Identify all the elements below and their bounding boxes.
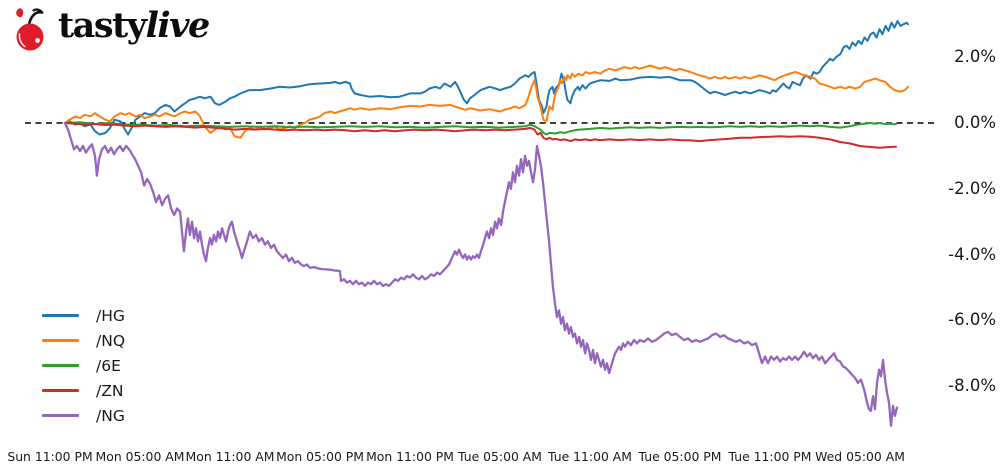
- x-tick-label: Sun 11:00 PM: [7, 449, 93, 464]
- legend-swatch-zn: [42, 389, 79, 392]
- legend-item-6e: /6E: [42, 353, 125, 378]
- legend-swatch-ng: [42, 414, 79, 417]
- legend-item-ng: /NG: [42, 403, 125, 428]
- legend-label-6e: /6E: [96, 356, 121, 375]
- series-line-ng: [63, 121, 899, 427]
- legend-item-nq: /NQ: [42, 328, 125, 353]
- brand-wordmark-regular: tasty: [58, 5, 147, 46]
- legend-label-ng: /NG: [96, 406, 125, 425]
- legend-item-zn: /ZN: [42, 378, 125, 403]
- x-tick-label: Mon 11:00 PM: [366, 449, 454, 464]
- tastylive-logo: tastylive: [12, 4, 211, 52]
- legend-swatch-nq: [42, 339, 79, 342]
- x-tick-label: Mon 05:00 AM: [95, 449, 185, 464]
- x-tick-label: Mon 05:00 PM: [276, 449, 364, 464]
- cherry-icon: [12, 4, 54, 52]
- legend-label-zn: /ZN: [96, 381, 124, 400]
- legend-swatch-hg: [42, 314, 79, 317]
- y-tick-label: -8.0%: [948, 376, 996, 396]
- x-tick-label: Tue 11:00 PM: [728, 449, 812, 464]
- series-line-6e: [64, 121, 897, 136]
- y-tick-label: 2.0%: [954, 47, 996, 67]
- brand-wordmark: tastylive: [58, 4, 211, 48]
- legend-label-hg: /HG: [96, 306, 125, 325]
- series-line-hg: [64, 20, 909, 136]
- y-tick-label: -4.0%: [948, 244, 996, 264]
- y-tick-label: 0.0%: [954, 113, 996, 132]
- series-line-nq: [64, 64, 909, 139]
- legend-swatch-6e: [42, 364, 79, 367]
- y-tick-label: -6.0%: [948, 310, 996, 330]
- x-tick-label: Wed 05:00 AM: [815, 449, 905, 464]
- x-tick-label: Tue 05:00 PM: [638, 449, 722, 464]
- brand-wordmark-italic: live: [145, 5, 211, 46]
- legend-label-nq: /NQ: [96, 331, 126, 350]
- x-tick-label: Tue 11:00 AM: [548, 449, 632, 464]
- x-tick-label: Mon 11:00 AM: [185, 449, 275, 464]
- legend-item-hg: /HG: [42, 303, 125, 328]
- x-tick-label: Tue 05:00 AM: [458, 449, 542, 464]
- series-line-zn: [64, 122, 897, 149]
- legend: /HG/NQ/6E/ZN/NG: [42, 303, 125, 428]
- y-tick-label: -2.0%: [948, 178, 996, 198]
